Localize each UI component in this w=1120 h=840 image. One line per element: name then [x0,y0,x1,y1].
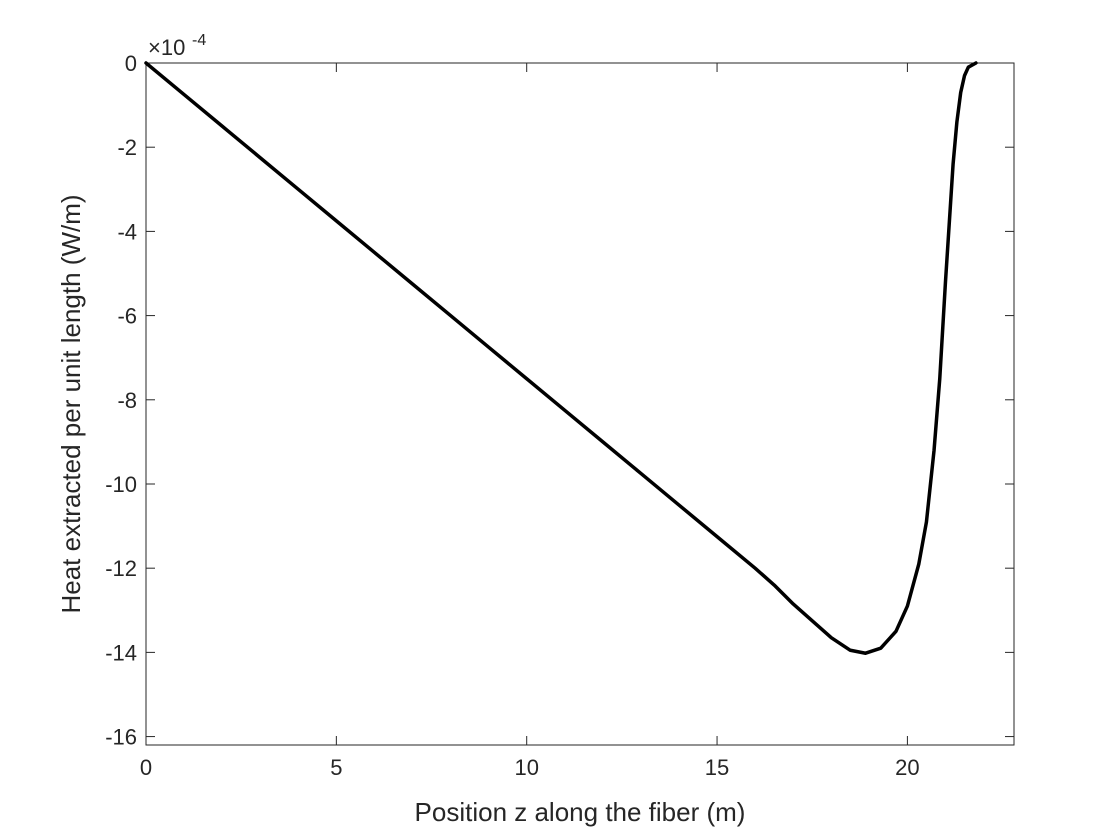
series [144,61,978,655]
ticks [145,62,1014,745]
y-tick-label: -6 [117,304,137,329]
x-tick-label: 10 [514,755,538,780]
y-tick-label: -8 [117,388,137,413]
x-tick-label: 5 [330,755,342,780]
y-exponent-power: -4 [192,32,206,49]
y-tick-label: -4 [117,219,137,244]
plot-area [145,62,1015,746]
y-axis-label: Heat extracted per unit length (W/m) [56,194,86,613]
x-tick-label: 0 [140,755,152,780]
y-tick-label: -12 [105,556,137,581]
y-exponent-base: ×10 [148,35,185,60]
x-tick-label: 20 [895,755,919,780]
x-axis-label: Position z along the fiber (m) [415,797,746,827]
y-tick-label: -14 [105,640,137,665]
y-tick-label: -16 [105,725,137,750]
x-tick-label: 15 [705,755,729,780]
y-tick-label: -2 [117,135,137,160]
y-tick-label: -10 [105,472,137,497]
y-tick-label: 0 [125,51,137,76]
series-line-0 [144,61,978,655]
tick-labels: 0 5 10 15 20 0 -2 -4 -6 -8 -10 -12 -14 -16 [105,51,919,780]
